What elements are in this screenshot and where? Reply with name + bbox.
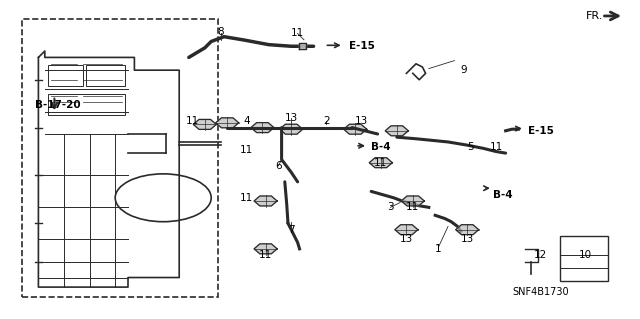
Text: 11: 11	[406, 202, 419, 212]
Polygon shape	[385, 126, 408, 136]
Text: 10: 10	[579, 250, 592, 260]
Polygon shape	[395, 225, 418, 235]
Text: 13: 13	[400, 234, 413, 244]
Text: 2: 2	[323, 116, 330, 126]
Text: B-4: B-4	[493, 189, 513, 200]
Text: 13: 13	[355, 116, 368, 126]
Text: 11: 11	[240, 145, 253, 155]
Text: 8: 8	[218, 27, 224, 37]
Text: B-17-20: B-17-20	[35, 100, 81, 110]
Polygon shape	[254, 244, 277, 254]
Text: E-15: E-15	[349, 41, 374, 51]
Polygon shape	[280, 124, 303, 134]
Polygon shape	[456, 225, 479, 235]
Polygon shape	[254, 196, 277, 206]
Text: 11: 11	[259, 250, 272, 260]
Text: 11: 11	[240, 193, 253, 203]
Polygon shape	[299, 43, 306, 49]
Polygon shape	[216, 118, 239, 128]
Polygon shape	[344, 124, 367, 134]
Text: 12: 12	[534, 250, 547, 260]
Polygon shape	[193, 119, 216, 130]
Polygon shape	[251, 122, 274, 133]
Text: 4: 4	[243, 116, 250, 126]
Text: B-4: B-4	[371, 142, 391, 152]
Text: E-15: E-15	[528, 126, 554, 136]
Polygon shape	[369, 158, 392, 168]
Text: 13: 13	[461, 234, 474, 244]
Text: 1: 1	[435, 244, 442, 254]
Text: SNF4B1730: SNF4B1730	[512, 287, 568, 297]
Text: 9: 9	[461, 65, 467, 75]
Text: 6: 6	[275, 161, 282, 171]
Text: 11: 11	[186, 116, 198, 126]
Text: 11: 11	[291, 28, 304, 39]
Text: 7: 7	[288, 225, 294, 235]
Text: 13: 13	[285, 113, 298, 123]
Text: FR.: FR.	[586, 11, 603, 21]
Polygon shape	[401, 196, 424, 206]
Text: 5: 5	[467, 142, 474, 152]
Text: 3: 3	[387, 202, 394, 212]
Text: 11: 11	[374, 158, 387, 168]
Text: 11: 11	[490, 142, 502, 152]
